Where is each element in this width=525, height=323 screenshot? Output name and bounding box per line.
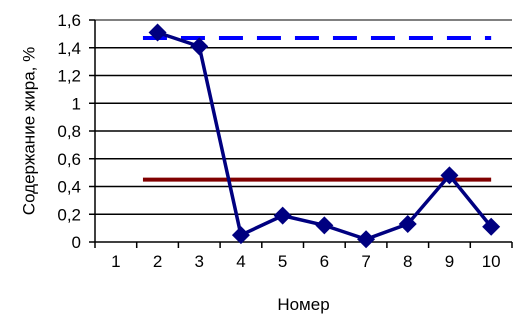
y-tick-label-0,8: 0,8 bbox=[57, 122, 81, 141]
y-tick-label-1,4: 1,4 bbox=[57, 39, 81, 58]
y-tick-label-1,6: 1,6 bbox=[57, 11, 81, 30]
reference-lines bbox=[142, 36, 492, 182]
x-tick-label-1: 1 bbox=[111, 252, 120, 271]
y-axis-title: Содержание жира, % bbox=[19, 47, 38, 215]
series-fat-content bbox=[148, 23, 501, 249]
x-tick-label-2: 2 bbox=[153, 252, 162, 271]
data-point-7 bbox=[357, 230, 376, 249]
x-tick-label-10: 10 bbox=[482, 252, 501, 271]
y-tick-label-0: 0 bbox=[72, 233, 81, 252]
x-tick-label-5: 5 bbox=[278, 252, 287, 271]
y-tick-label-1,2: 1,2 bbox=[57, 67, 81, 86]
data-point-8 bbox=[398, 214, 417, 233]
y-tick-label-0,4: 0,4 bbox=[57, 178, 81, 197]
data-point-9 bbox=[440, 166, 459, 185]
y-tick-label-1: 1 bbox=[72, 94, 81, 113]
data-point-10 bbox=[482, 217, 501, 236]
y-tick-label-0,6: 0,6 bbox=[57, 150, 81, 169]
x-tick-label-8: 8 bbox=[403, 252, 412, 271]
gridlines bbox=[95, 19, 512, 215]
y-tick-labels: 0 0,2 0,4 0,6 0,8 1 1,2 1,4 1,6 bbox=[57, 11, 81, 252]
data-point-3 bbox=[190, 37, 209, 56]
x-tick-label-3: 3 bbox=[195, 252, 204, 271]
data-point-4 bbox=[231, 226, 250, 245]
data-point-2 bbox=[148, 23, 167, 42]
data-point-5 bbox=[273, 206, 292, 225]
data-point-6 bbox=[315, 216, 334, 235]
x-tick-label-9: 9 bbox=[445, 252, 454, 271]
series-line-1 bbox=[156, 30, 493, 241]
x-tick-label-4: 4 bbox=[236, 252, 245, 271]
y-tick-label-0,2: 0,2 bbox=[57, 205, 81, 224]
x-tick-label-6: 6 bbox=[320, 252, 329, 271]
axes bbox=[89, 19, 513, 248]
x-tick-label-7: 7 bbox=[361, 252, 370, 271]
x-axis-title: Номер bbox=[277, 295, 329, 314]
x-tick-labels: 1 2 3 4 5 6 7 8 9 10 bbox=[111, 252, 500, 271]
